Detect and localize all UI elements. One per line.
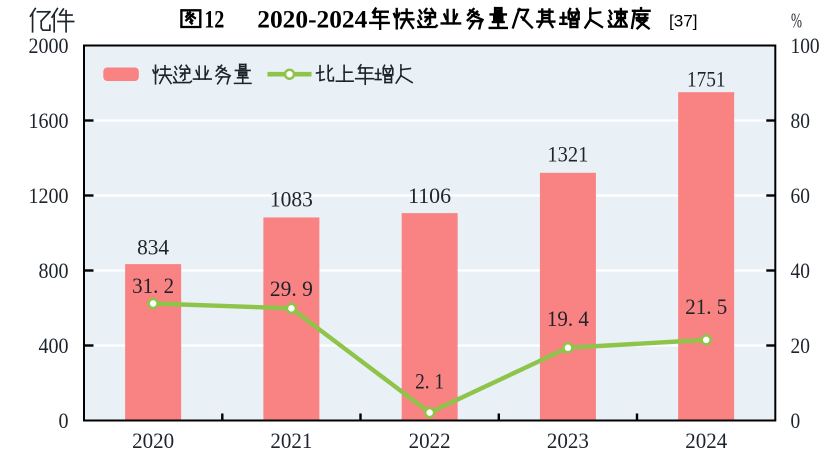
svg-text:0: 0: [791, 408, 801, 433]
svg-text:29. 9: 29. 9: [270, 276, 313, 301]
svg-text:80: 80: [791, 108, 810, 133]
svg-text:2020: 2020: [132, 428, 174, 453]
svg-text:19. 4: 19. 4: [547, 306, 589, 331]
svg-text:1600: 1600: [29, 108, 69, 133]
svg-text:40: 40: [791, 258, 810, 283]
svg-text:21. 5: 21. 5: [685, 294, 727, 319]
svg-text:400: 400: [39, 333, 69, 358]
svg-text:800: 800: [39, 258, 69, 283]
svg-text:2024: 2024: [685, 428, 727, 453]
svg-text:100: 100: [791, 33, 820, 58]
svg-text:2021: 2021: [270, 428, 312, 453]
svg-text:2000: 2000: [29, 33, 69, 58]
svg-text:31. 2: 31. 2: [132, 273, 174, 298]
svg-text:1106: 1106: [408, 183, 451, 208]
svg-text:2023: 2023: [547, 428, 589, 453]
svg-text:60: 60: [791, 183, 810, 208]
svg-text:1083: 1083: [270, 187, 313, 212]
svg-text:20: 20: [791, 333, 810, 358]
svg-text:2020-2024: 2020-2024: [257, 6, 368, 33]
svg-text:1751: 1751: [687, 67, 726, 92]
svg-text:12: 12: [204, 6, 224, 33]
svg-text:[37]: [37]: [669, 12, 698, 31]
svg-text:1200: 1200: [29, 183, 69, 208]
svg-text:0: 0: [59, 408, 69, 433]
svg-text:1321: 1321: [547, 142, 588, 167]
svg-text:2022: 2022: [409, 428, 451, 453]
svg-text:%: %: [791, 9, 802, 33]
svg-text:2. 1: 2. 1: [415, 369, 444, 394]
svg-text:834: 834: [137, 235, 169, 260]
